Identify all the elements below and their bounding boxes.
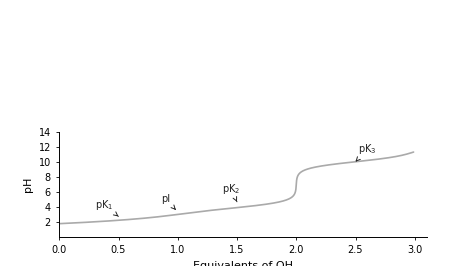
- Text: pI: pI: [161, 194, 175, 209]
- X-axis label: Equivalents of OH: Equivalents of OH: [193, 261, 293, 266]
- Text: pK$_2$: pK$_2$: [222, 182, 240, 202]
- Text: pK$_1$: pK$_1$: [95, 198, 118, 217]
- Y-axis label: pH: pH: [23, 177, 33, 192]
- Text: pK$_3$: pK$_3$: [356, 142, 376, 161]
